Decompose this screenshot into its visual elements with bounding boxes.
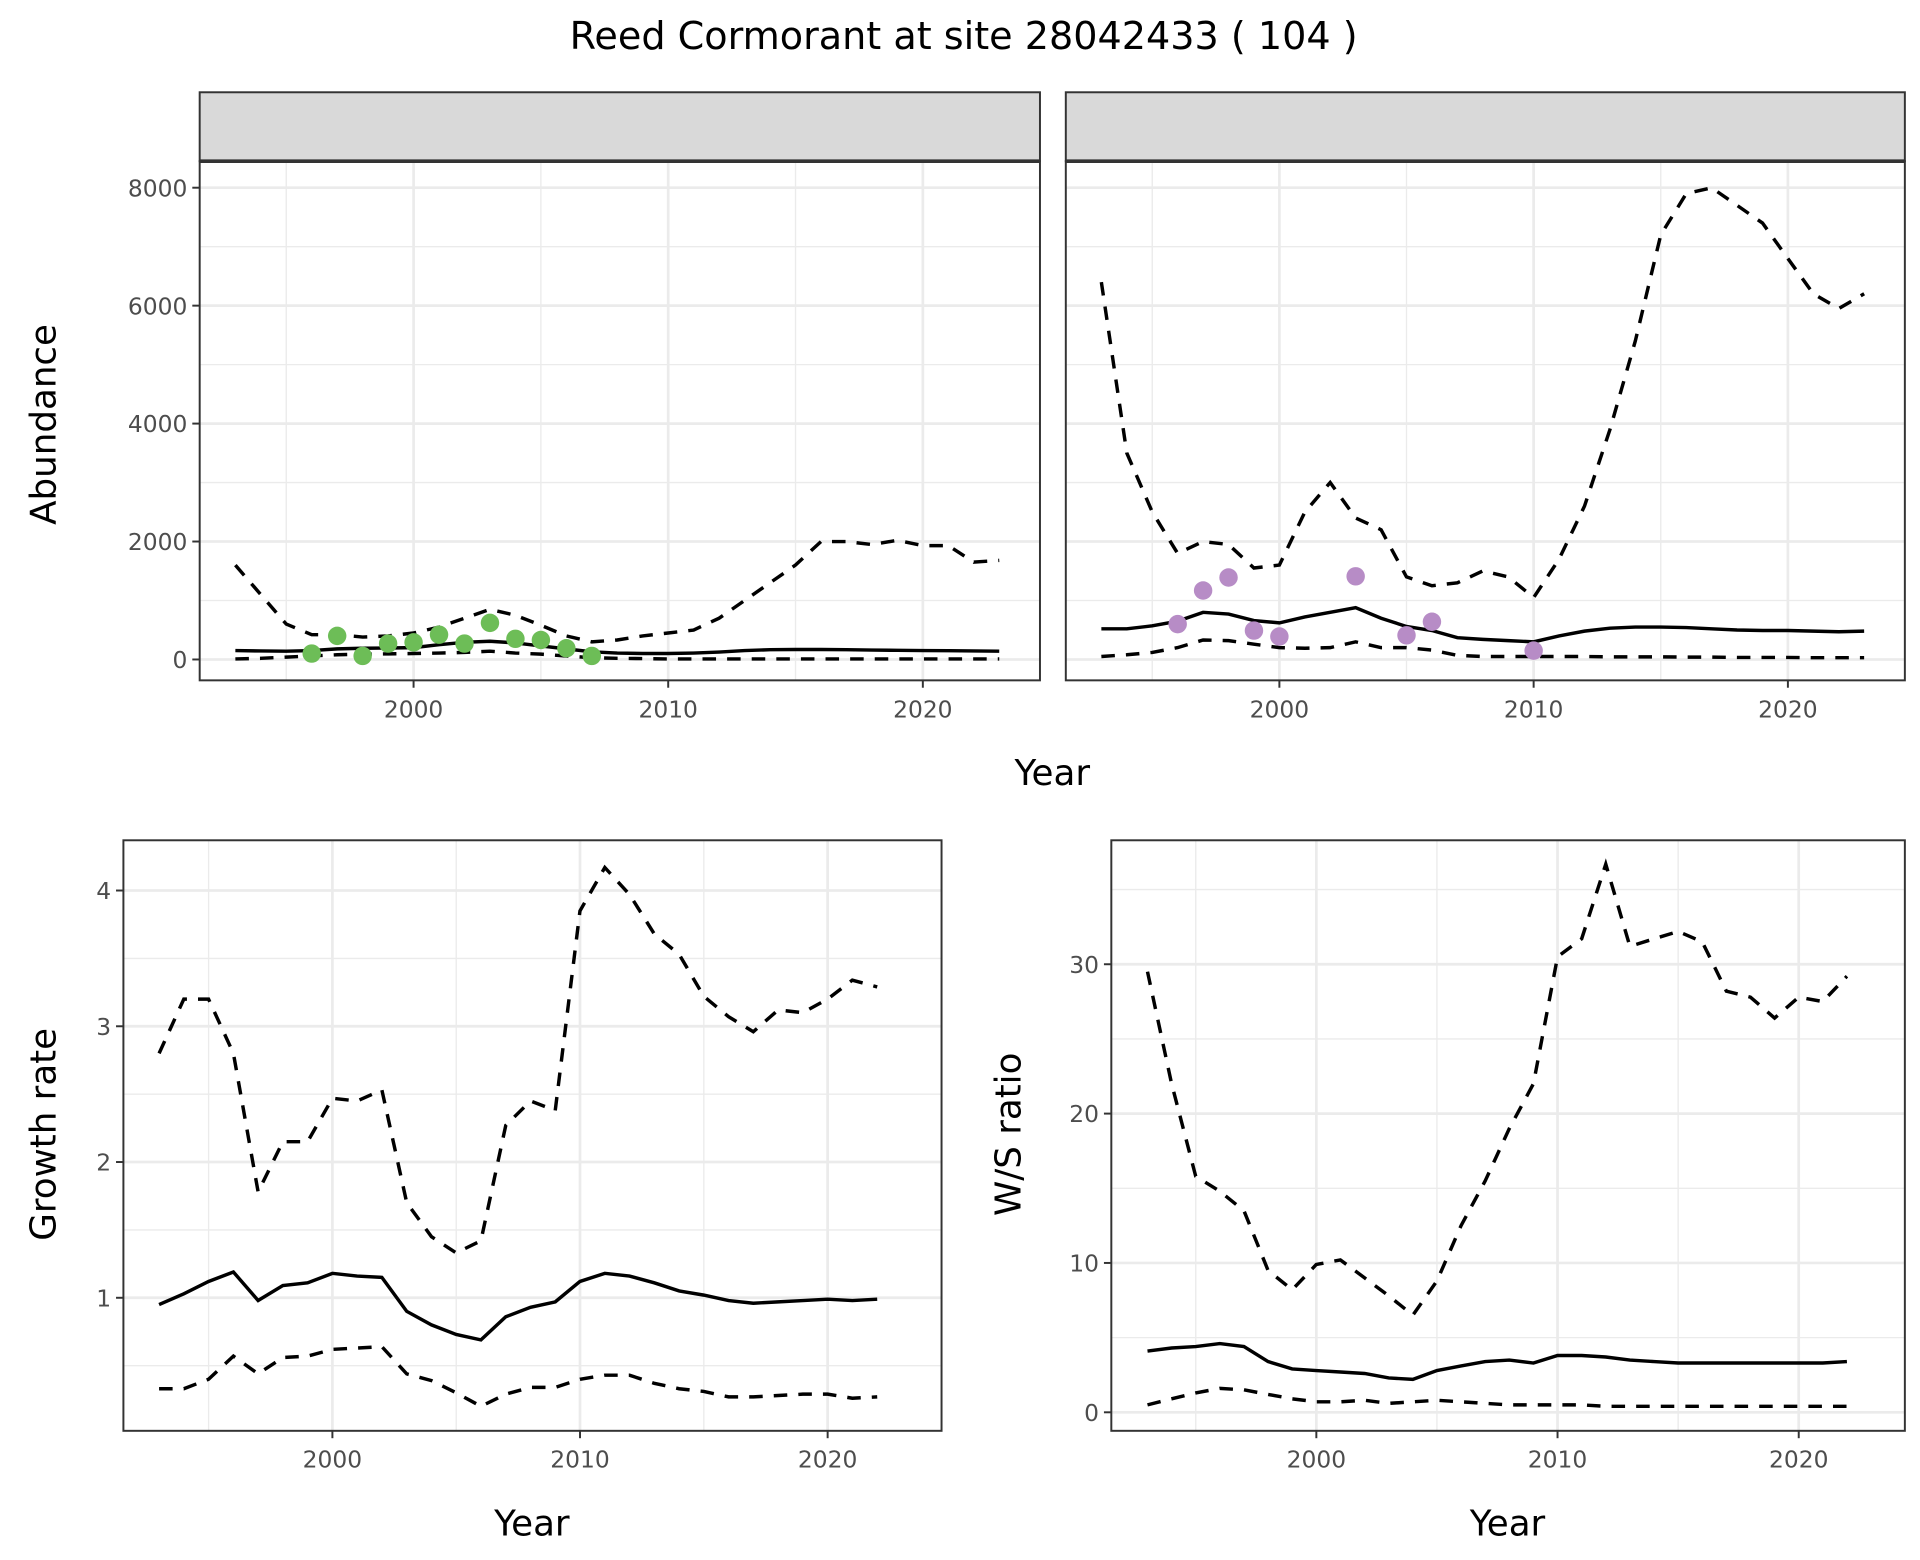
mean-line — [158, 1269, 878, 1342]
observed-point — [455, 634, 474, 653]
y-tick-label: 1 — [96, 1284, 111, 1312]
observed-point — [1346, 567, 1365, 586]
facet-strip — [198, 91, 1041, 163]
winter-panel: 2000 2010 2020 — [1064, 91, 1906, 723]
panel-border — [1110, 839, 1906, 1432]
x-tick-label: 2000 — [303, 1446, 362, 1474]
observed-point — [1168, 614, 1187, 634]
lower-bound-line — [1101, 638, 1865, 660]
lower-bound-line — [1147, 1386, 1847, 1409]
panel-border — [198, 160, 1041, 682]
observed-point — [1193, 581, 1213, 600]
x-tick-label: 2000 — [1250, 695, 1309, 723]
top-xlabel: Year — [1014, 753, 1091, 794]
mean-line — [1101, 605, 1865, 644]
observed-point — [582, 646, 602, 666]
y-tick-label: 0 — [1084, 1399, 1099, 1427]
y-tick-label: 4 — [96, 877, 111, 905]
y-tick-label: 2000 — [128, 528, 187, 556]
y-tick-label: 0 — [173, 646, 188, 674]
growth-panel: 2000 2010 2020 1 2 3 4 — [96, 839, 943, 1474]
observed-point — [1524, 641, 1543, 660]
observed-point — [480, 613, 500, 633]
observed-point — [1397, 626, 1416, 645]
y-tick-label: 4000 — [128, 410, 187, 438]
lower-bound-line — [159, 1344, 878, 1409]
observed-point — [353, 646, 372, 666]
ws-xlabel: Year — [1469, 1503, 1546, 1544]
observed-point — [302, 644, 321, 663]
x-tick-label: 2020 — [1769, 1446, 1828, 1474]
ws-ylabel: W/S ratio — [988, 1053, 1029, 1216]
observed-point — [531, 630, 551, 650]
mean-line — [1147, 1341, 1848, 1382]
x-tick-label: 2000 — [384, 695, 443, 723]
y-tick-label: 10 — [1069, 1250, 1099, 1278]
observed-point — [557, 639, 576, 658]
x-tick-label: 2020 — [893, 695, 952, 723]
panel-border — [122, 839, 943, 1432]
observed-point — [1219, 568, 1238, 587]
observed-point — [429, 625, 449, 644]
observed-point — [378, 634, 398, 653]
y-tick-label: 30 — [1069, 951, 1099, 979]
observed-point — [1422, 612, 1442, 631]
growth-ylabel: Growth rate — [24, 1028, 65, 1241]
upper-bound-line — [1145, 858, 1849, 1318]
upper-bound-line — [157, 864, 878, 1255]
observed-point — [1244, 621, 1264, 640]
x-tick-label: 2020 — [1758, 695, 1817, 723]
y-tick-label: 8000 — [128, 174, 187, 202]
observed-point — [404, 633, 423, 652]
y-tick-label: 20 — [1069, 1100, 1099, 1128]
upper-bound-line — [1099, 185, 1866, 601]
top-ylabel: Abundance — [24, 324, 65, 525]
x-tick-label: 2000 — [1287, 1446, 1346, 1474]
facet-strip — [1064, 91, 1906, 163]
y-tick-label: 6000 — [128, 292, 187, 320]
y-tick-label: 2 — [96, 1149, 111, 1177]
x-tick-label: 2010 — [1504, 695, 1563, 723]
y-tick-label: 3 — [96, 1013, 111, 1041]
observed-point — [327, 626, 347, 646]
x-tick-label: 2010 — [550, 1446, 609, 1474]
x-tick-label: 2020 — [798, 1446, 857, 1474]
chart-title: Reed Cormorant at site 28042433 ( 104 ) — [570, 14, 1358, 58]
observed-point — [506, 629, 525, 649]
panel-border — [1064, 160, 1906, 682]
upper-bound-line — [234, 538, 1000, 644]
mean-line — [235, 639, 1000, 656]
x-tick-label: 2010 — [638, 695, 697, 723]
x-tick-label: 2010 — [1528, 1446, 1587, 1474]
ws-ratio-panel: 2000 2010 2020 0 10 20 30 — [1069, 839, 1906, 1474]
summer-panel: 2000 2010 2020 0 2000 4000 6000 8000 — [128, 91, 1041, 723]
growth-xlabel: Year — [493, 1503, 570, 1544]
observed-point — [1270, 627, 1289, 646]
